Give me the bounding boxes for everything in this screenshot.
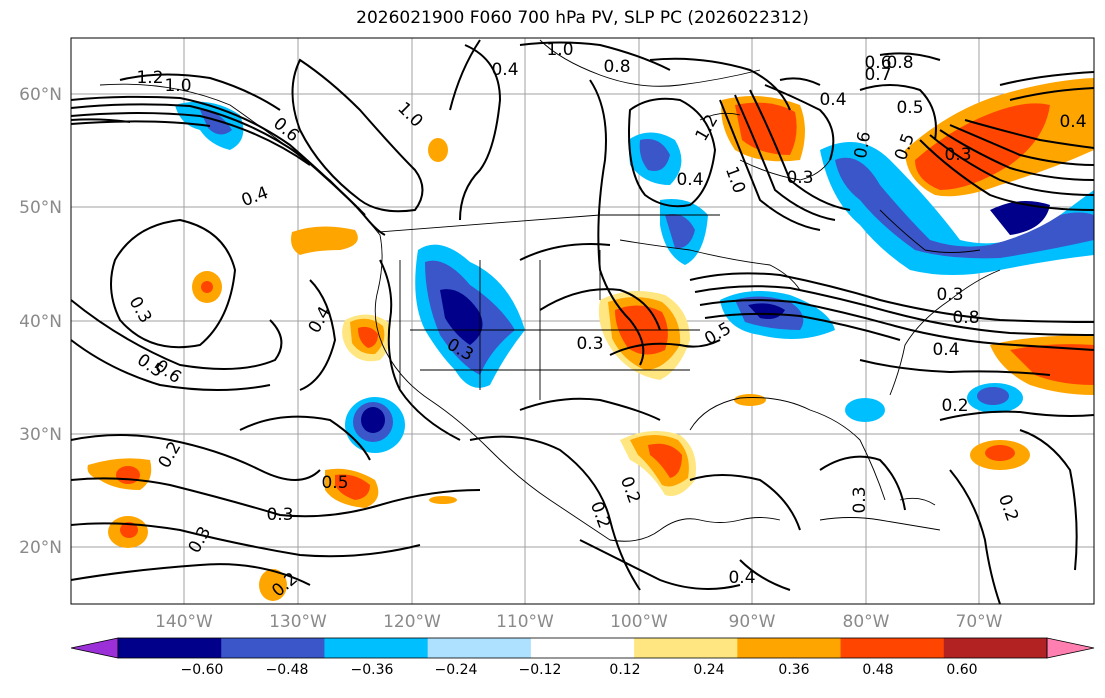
contour-label: 0.6 [864, 53, 891, 73]
colorbar [70, 637, 1095, 659]
contour-label: 0.3 [944, 145, 971, 165]
colorbar-arrow-right [1046, 637, 1095, 659]
longitude-labels: 140°W 130°W 120°W 110°W 100°W 90°W 80°W … [155, 612, 1003, 632]
lon-label: 120°W [383, 612, 441, 632]
contour-label: 1.0 [164, 76, 191, 96]
colorbar-tick: −0.24 [435, 662, 478, 678]
map-frame [70, 37, 1095, 605]
colorbar-swatch [427, 638, 532, 658]
colorbar-tick: 0.24 [693, 662, 724, 678]
colorbar-swatch [221, 638, 325, 658]
contour-label: 0.4 [819, 90, 846, 110]
contour-label: 0.6 [851, 130, 875, 160]
contour-label: 0.4 [1059, 112, 1086, 132]
lat-label: 30°N [19, 425, 62, 445]
colorbar-tick: −0.12 [519, 662, 562, 678]
lon-label: 140°W [155, 612, 213, 632]
colorbar-arrow-left [70, 637, 119, 659]
contour-label: 1.2 [136, 68, 163, 88]
contour-label: 0.5 [896, 98, 923, 118]
lon-label: 100°W [610, 612, 668, 632]
colorbar-tick: 0.48 [862, 662, 893, 678]
lat-label: 40°N [19, 312, 62, 332]
colorbar-swatch [324, 638, 429, 658]
contour-label: 0.7 [864, 65, 891, 85]
colorbar-swatch [840, 638, 945, 658]
lat-label: 50°N [19, 198, 62, 218]
colorbar-frame [117, 637, 1048, 659]
lat-label: 60°N [19, 85, 62, 105]
contour-label: 0.2 [941, 396, 968, 416]
contour-label: 1.0 [546, 40, 573, 60]
contour-label: 0.8 [603, 57, 630, 77]
latitude-labels: 60°N 50°N 40°N 30°N 20°N [19, 85, 62, 558]
contour-label: 0.4 [676, 170, 703, 190]
contour-label: 0.3 [786, 168, 813, 188]
contour-label: 0.5 [321, 473, 348, 493]
contour-label: 0.4 [932, 340, 959, 360]
contour-label: 0.8 [952, 308, 979, 328]
lon-label: 90°W [729, 612, 776, 632]
slp-contours [70, 39, 1095, 605]
contour-label: 0.3 [576, 334, 603, 354]
colorbar-swatch [530, 638, 635, 658]
colorbar-swatch [118, 638, 222, 658]
contour-label: 0.4 [491, 60, 518, 80]
colorbar-tick: −0.48 [266, 662, 309, 678]
lat-label: 20°N [19, 538, 62, 558]
colorbar-tick: −0.36 [351, 662, 394, 678]
colorbar-tick: 0.60 [946, 662, 977, 678]
contour-label: 0.3 [936, 285, 963, 305]
lon-label: 130°W [269, 612, 327, 632]
colorbar-swatch [634, 638, 738, 658]
colorbar-tick: 0.12 [609, 662, 640, 678]
lon-label: 80°W [843, 612, 890, 632]
colorbar-tick: 0.36 [778, 662, 809, 678]
contour-label: 0.3 [850, 486, 870, 513]
colorbar-swatch [737, 638, 842, 658]
contour-label: 0.4 [728, 568, 755, 588]
colorbar-ticks: −0.60 −0.48 −0.36 −0.24 −0.12 0.12 0.24 … [181, 662, 978, 678]
map-title: 2026021900 F060 700 hPa PV, SLP PC (2026… [356, 8, 809, 28]
lon-label: 70°W [956, 612, 1003, 632]
colorbar-swatch [943, 638, 1048, 658]
colorbar-tick: −0.60 [181, 662, 224, 678]
contour-label: 0.8 [886, 53, 913, 73]
contour-label: 0.3 [266, 505, 293, 525]
lon-label: 110°W [496, 612, 554, 632]
